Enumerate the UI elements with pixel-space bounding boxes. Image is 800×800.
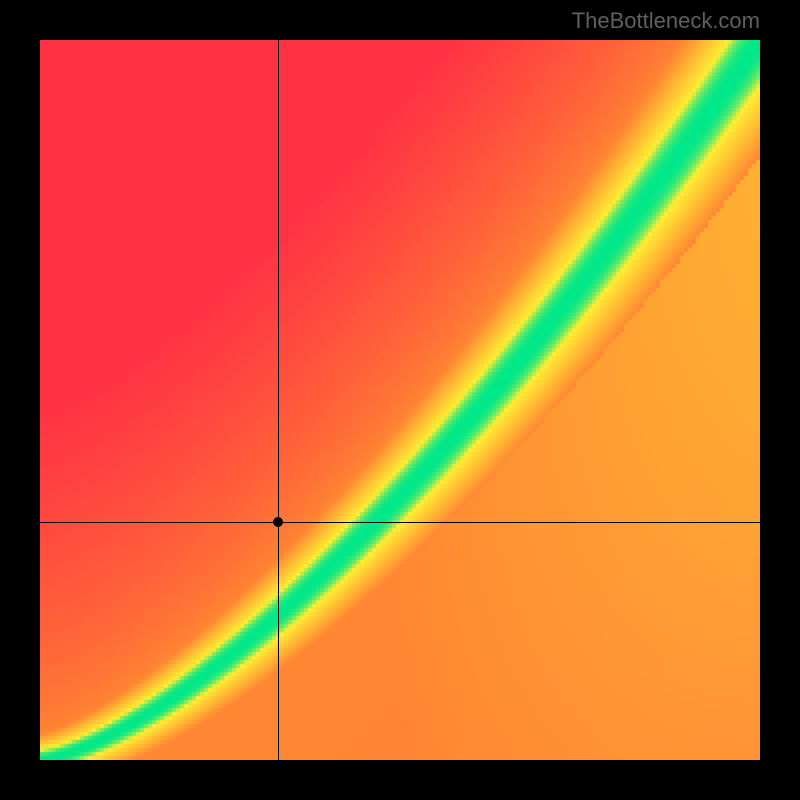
crosshair-vertical [278,40,279,760]
crosshair-horizontal [40,522,760,523]
watermark-text: TheBottleneck.com [572,8,760,34]
heatmap-canvas [40,40,760,760]
plot-area [40,40,760,760]
intersection-marker [273,517,283,527]
